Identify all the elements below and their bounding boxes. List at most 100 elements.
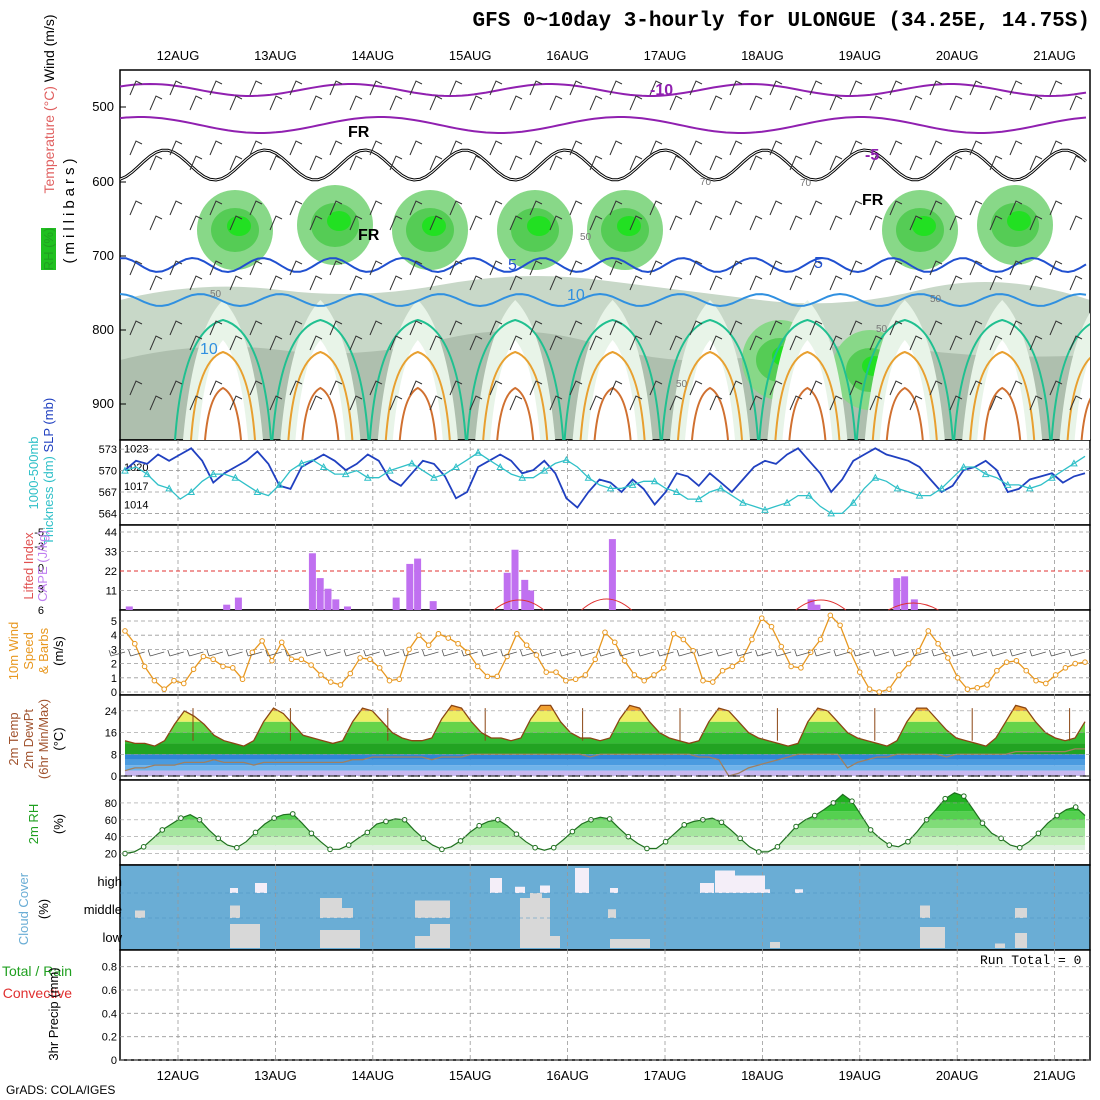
wind-barb: [1029, 155, 1043, 171]
cape-bar: [414, 558, 422, 610]
wind10-point: [827, 612, 834, 619]
wind-barb: [549, 395, 563, 411]
precip-tick: 0.4: [102, 1008, 117, 1020]
wind-barb: [369, 200, 383, 216]
contour-label: 70: [700, 177, 712, 188]
wind-barb: [849, 200, 863, 216]
cloud-row-label: low: [102, 930, 122, 945]
wind-barb: [709, 95, 723, 111]
date-label-top: 12AUG: [157, 48, 200, 63]
cloud-row-label: middle: [84, 902, 122, 917]
wind10-barb: [147, 649, 165, 657]
wind-barb: [589, 95, 603, 111]
wind-barb: [549, 95, 563, 111]
wind10-point: [533, 652, 540, 658]
thickness-tick: 573: [99, 444, 117, 456]
wind-barb: [1029, 395, 1043, 411]
wind10-barb: [559, 649, 576, 657]
wind10-barb: [284, 649, 302, 657]
thickness-marker: [319, 462, 328, 470]
rh-point: [867, 827, 874, 833]
wind-barb: [329, 260, 343, 276]
wind10-barb: [813, 649, 831, 657]
li-tick: 6: [38, 605, 44, 617]
wind-barb: [369, 320, 383, 336]
wind-barb: [329, 140, 343, 156]
wind10-point: [337, 682, 344, 688]
temp-band: [125, 754, 1085, 760]
wind10-point: [798, 665, 804, 671]
wind10-barb: [1049, 649, 1066, 657]
wind-barb: [889, 140, 903, 156]
wind-barb: [229, 215, 243, 231]
wind10-point: [788, 663, 794, 670]
wind-barb: [1009, 140, 1023, 156]
wind-barb: [269, 95, 283, 111]
rh-point: [606, 816, 613, 822]
contour-25: [496, 386, 535, 440]
thickness-tick: 567: [99, 487, 117, 499]
contour-20: [384, 350, 451, 440]
wind-barb: [789, 155, 803, 171]
wind-barb: [409, 260, 423, 276]
rh-point: [774, 844, 781, 850]
cape-bar: [332, 599, 340, 610]
dry-column-core: [782, 340, 833, 440]
thickness-marker: [540, 466, 549, 474]
wind-barb: [529, 320, 543, 336]
wind-barb: [929, 380, 943, 396]
dry-column-core: [977, 340, 1028, 440]
wind-barb: [969, 80, 983, 96]
wind10-point: [964, 686, 971, 692]
wind-barb: [489, 260, 503, 276]
date-label-top: 15AUG: [449, 48, 492, 63]
rh-point: [550, 844, 557, 851]
wind-barb: [889, 80, 903, 96]
wind-barb: [269, 215, 283, 231]
wind10-tick: 0: [111, 687, 117, 699]
wind-barb: [189, 95, 203, 111]
wind10-point: [1052, 672, 1059, 678]
wind10-point: [249, 649, 256, 656]
wind-barb: [689, 80, 703, 96]
wind-barb: [449, 320, 463, 336]
wind-barb: [609, 200, 623, 216]
wind10-barb: [1068, 649, 1086, 657]
wind10-point: [631, 672, 638, 678]
wind10-point: [768, 623, 775, 630]
wind10-point: [259, 638, 265, 644]
contour-20: [1066, 356, 1090, 440]
contour-15: [758, 318, 857, 440]
wind10-point: [465, 649, 471, 656]
wind10-point: [406, 646, 412, 653]
rh-point: [364, 829, 371, 836]
wind-barb: [389, 155, 403, 171]
contour-15: [661, 318, 759, 440]
wind-barb: [129, 140, 143, 156]
wind-barb: [849, 140, 863, 156]
thickness-tick: 570: [99, 466, 117, 478]
contour-label: 10: [567, 287, 585, 304]
rh-band: [125, 828, 1085, 837]
rh-point: [289, 811, 296, 817]
cloud-block: [1015, 908, 1027, 918]
wind-barb: [489, 80, 503, 96]
wind-barb: [869, 155, 883, 171]
wind-barb: [769, 200, 783, 216]
wind-barb: [249, 140, 263, 156]
wind10-point: [239, 676, 246, 683]
cloud-block: [770, 942, 780, 948]
wind10-point: [896, 672, 902, 678]
rh-point: [1072, 804, 1079, 810]
rh-band: [125, 845, 1085, 854]
contour-label: 5: [508, 257, 517, 274]
wind10-point: [220, 663, 226, 670]
cloud-block: [255, 883, 267, 893]
wind-barb: [689, 200, 703, 216]
wind-barb: [449, 80, 463, 96]
wind-barb: [729, 380, 743, 396]
wind10-point: [915, 648, 922, 654]
wind-barb: [489, 200, 503, 216]
wind-barb: [369, 140, 383, 156]
wind-barb: [349, 335, 363, 351]
